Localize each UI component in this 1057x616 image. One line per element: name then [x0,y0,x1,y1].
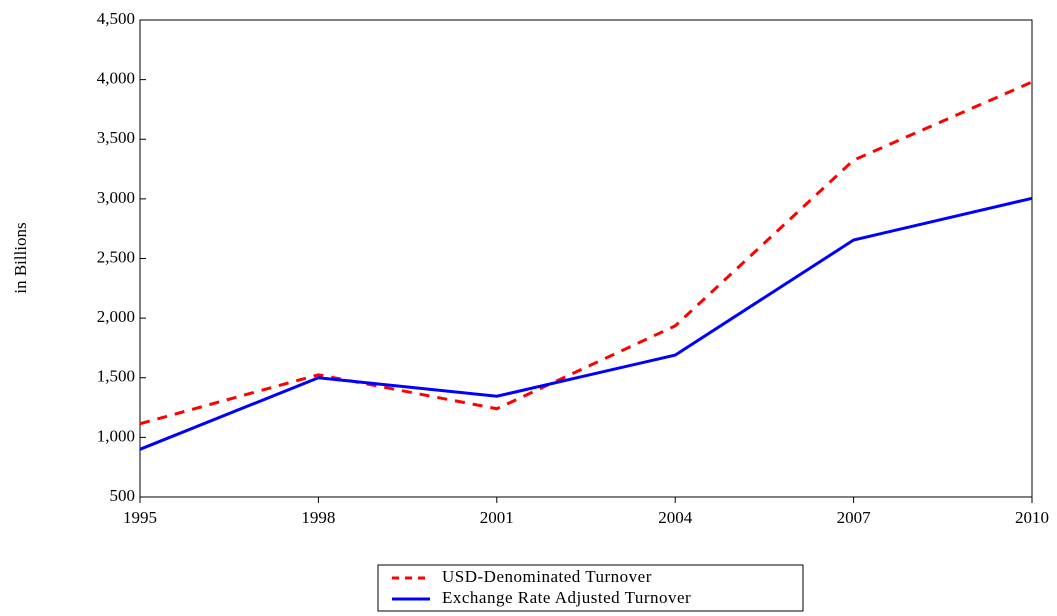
y-tick-label: 2,500 [97,247,135,266]
y-tick-label: 1,000 [97,426,135,445]
x-tick-label: 1998 [301,508,335,527]
y-tick-label: 4,500 [97,9,135,28]
y-tick-label: 3,000 [97,188,135,207]
y-tick-label: 500 [110,486,136,505]
legend-box [377,564,804,612]
x-tick-label: 2001 [480,508,514,527]
y-tick-label: 4,000 [97,69,135,88]
line [139,80,1033,426]
x-tick-label: 1995 [123,508,157,527]
legend-label: USD-Denominated Turnover [442,567,652,586]
x-tick-label: 2004 [658,508,693,527]
y-tick-label: 2,000 [97,307,135,326]
y-axis-label: in Billions [11,222,30,293]
legend-label: Exchange Rate Adjusted Turnover [442,588,691,607]
x-tick-label: 2010 [1015,508,1049,527]
y-tick-label: 3,500 [97,128,135,147]
line [139,196,1033,451]
y-tick-label: 1,500 [97,367,135,386]
x-tick-label: 2007 [837,508,872,527]
plot-frame [139,19,1033,498]
